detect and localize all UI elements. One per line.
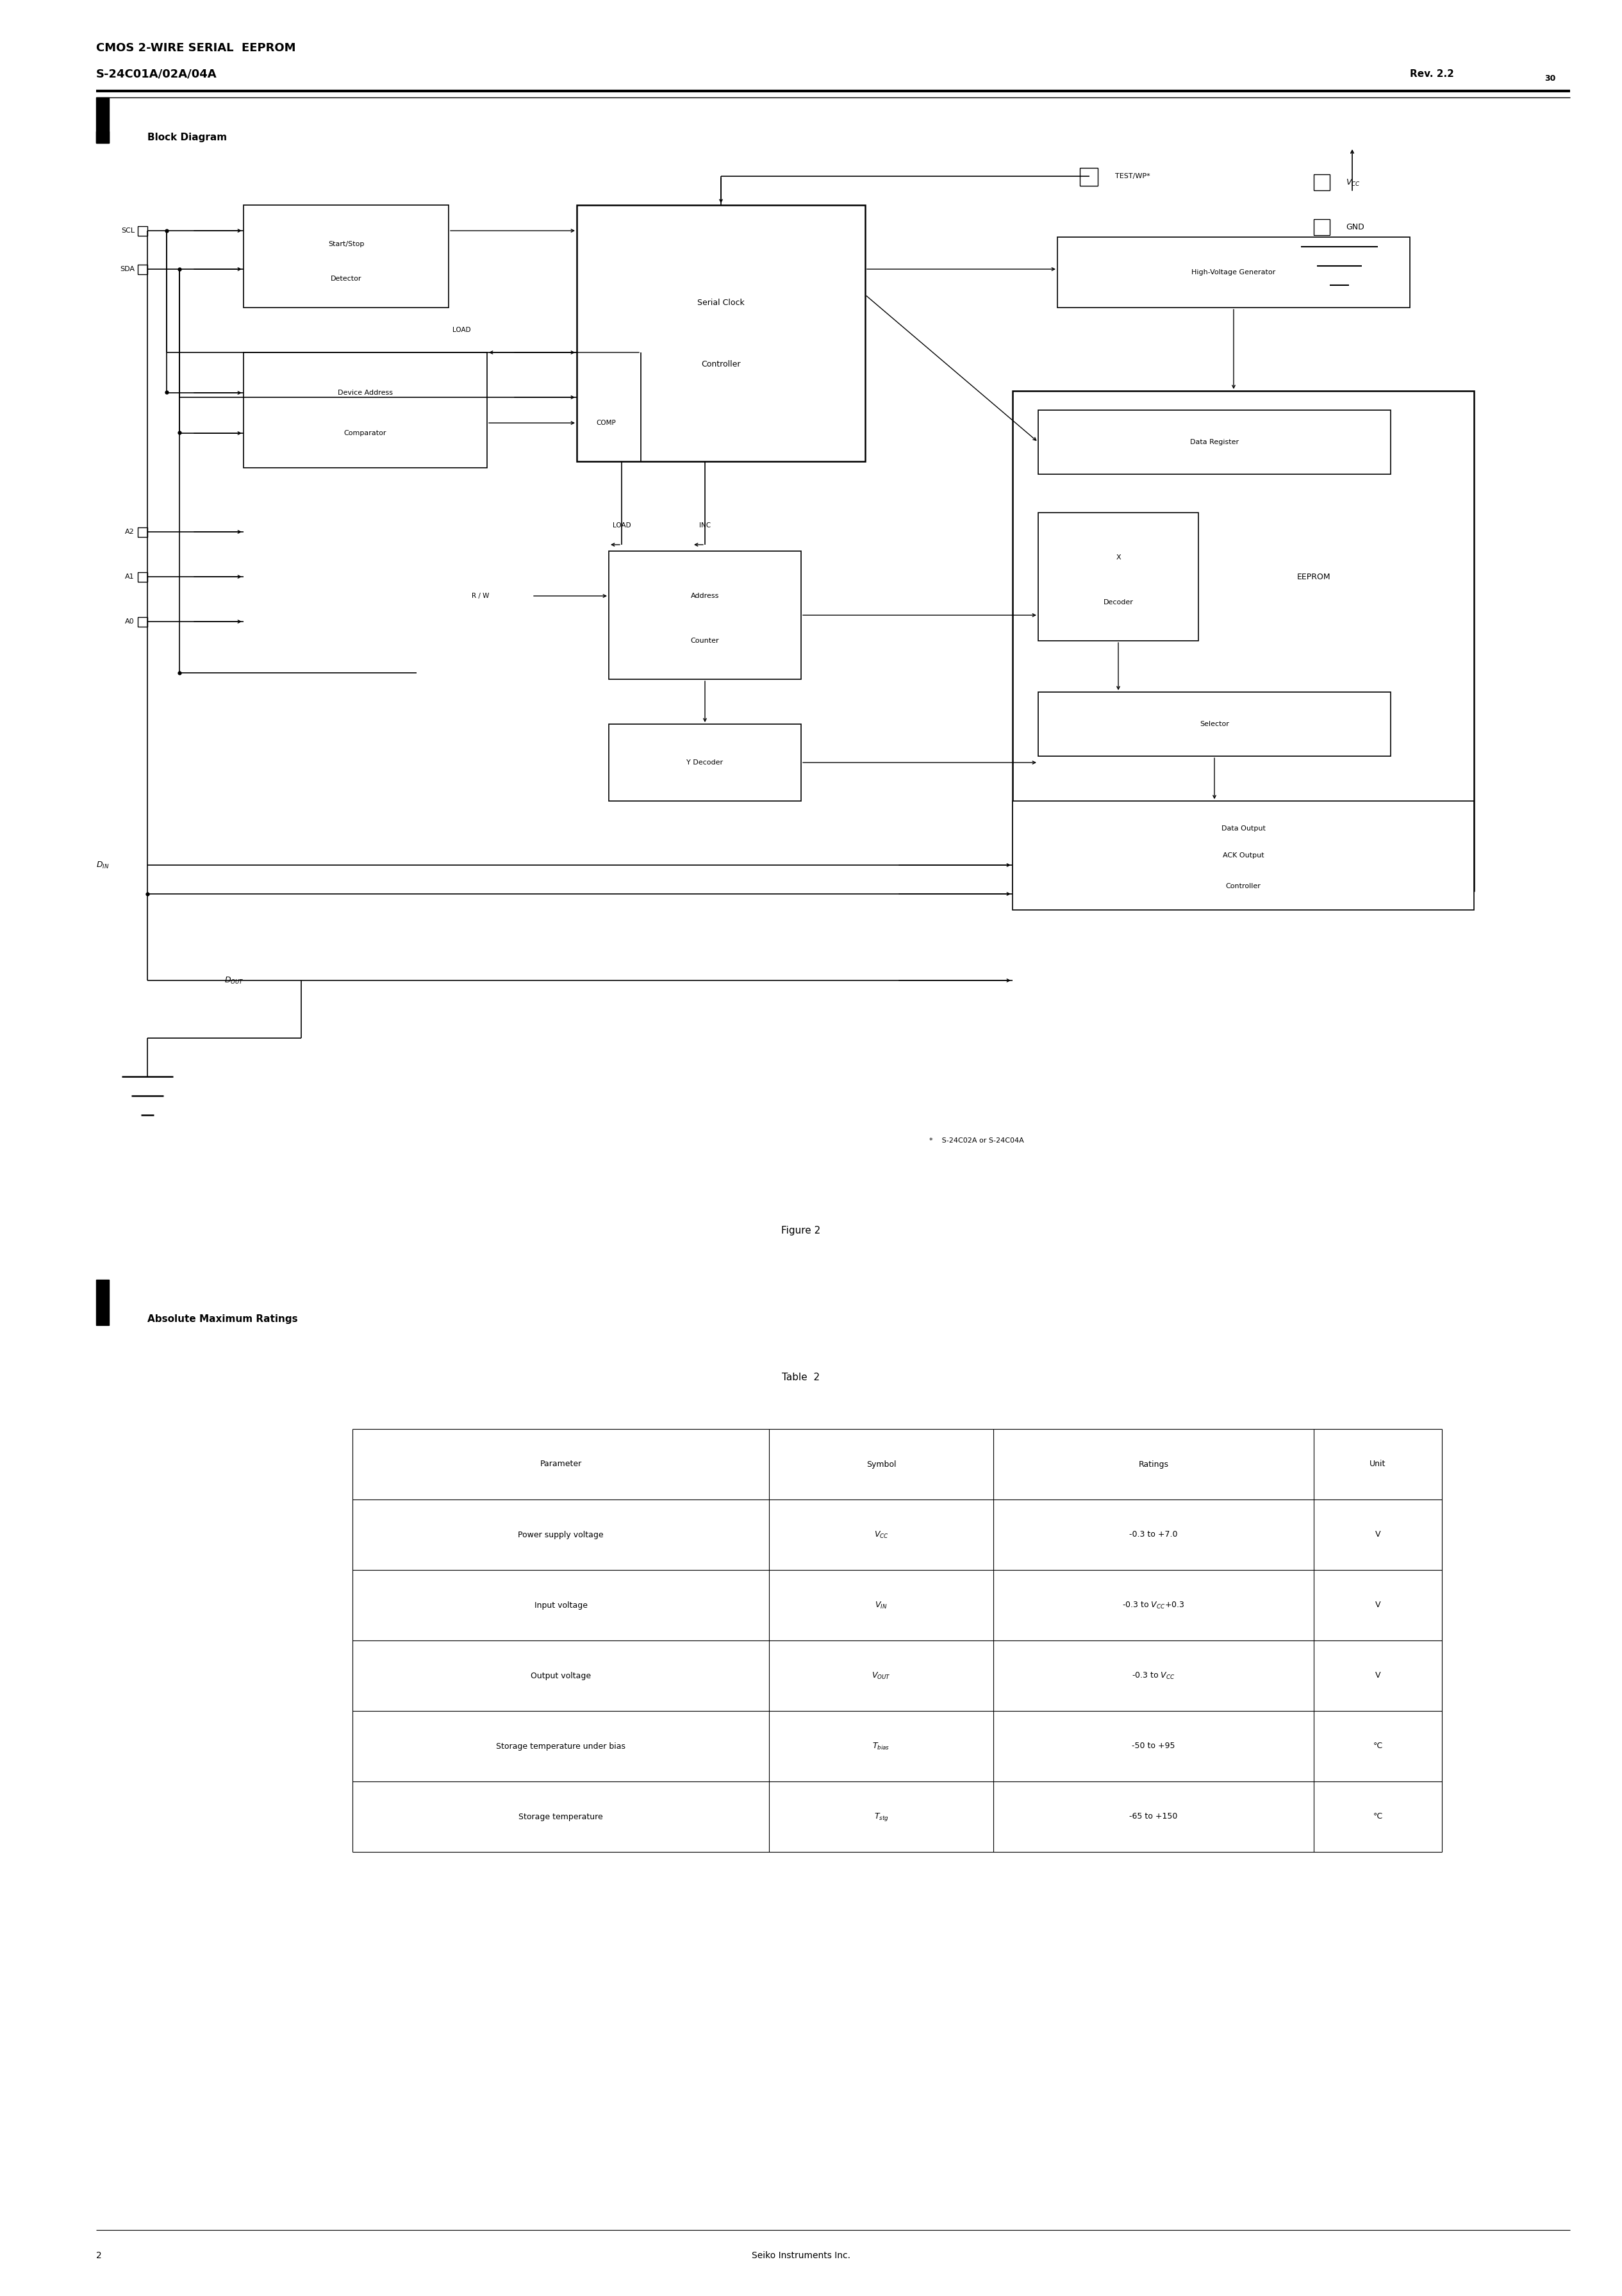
Text: Power supply voltage: Power supply voltage — [517, 1531, 603, 1538]
Text: Unit: Unit — [1369, 1460, 1385, 1469]
Text: COMP: COMP — [595, 420, 616, 427]
Text: Controller: Controller — [701, 360, 741, 367]
Text: Storage temperature under bias: Storage temperature under bias — [496, 1743, 626, 1750]
Bar — [577, 204, 865, 461]
Bar — [138, 264, 148, 273]
Text: Start/Stop: Start/Stop — [328, 241, 363, 248]
Text: V: V — [1375, 1531, 1380, 1538]
Text: V: V — [1375, 1600, 1380, 1609]
Bar — [138, 618, 148, 627]
Text: °C: °C — [1372, 1812, 1382, 1821]
Text: Absolute Maximum Ratings: Absolute Maximum Ratings — [148, 1316, 298, 1325]
Text: Parameter: Parameter — [540, 1460, 582, 1469]
Text: LOAD: LOAD — [613, 521, 631, 528]
Text: SDA: SDA — [120, 266, 135, 273]
Text: S-24C01A/02A/04A: S-24C01A/02A/04A — [96, 69, 217, 80]
Text: Table  2: Table 2 — [782, 1373, 821, 1382]
Text: Figure 2: Figure 2 — [782, 1226, 821, 1235]
Bar — [1038, 411, 1390, 475]
Text: Counter: Counter — [691, 638, 719, 643]
Text: Decoder: Decoder — [1103, 599, 1134, 606]
Text: Data Output: Data Output — [1221, 824, 1265, 831]
Text: Controller: Controller — [1226, 882, 1260, 889]
Text: INC: INC — [699, 521, 710, 528]
Bar — [96, 131, 109, 142]
Text: $V_{OUT}$: $V_{OUT}$ — [871, 1671, 890, 1681]
Bar — [138, 528, 148, 537]
Text: °C: °C — [1372, 1743, 1382, 1750]
Text: -65 to +150: -65 to +150 — [1129, 1812, 1178, 1821]
Text: CMOS 2-WIRE SERIAL  EEPROM: CMOS 2-WIRE SERIAL EEPROM — [96, 41, 295, 53]
Text: Ratings: Ratings — [1139, 1460, 1168, 1469]
Text: *    S-24C02A or S-24C04A: * S-24C02A or S-24C04A — [929, 1137, 1023, 1143]
Text: 30: 30 — [1544, 73, 1555, 83]
Text: V: V — [1375, 1671, 1380, 1681]
Text: LOAD: LOAD — [453, 326, 470, 333]
Text: A2: A2 — [125, 528, 135, 535]
FancyBboxPatch shape — [96, 1279, 109, 1325]
Text: SCL: SCL — [122, 227, 135, 234]
Text: GND: GND — [1346, 223, 1364, 232]
Bar — [138, 572, 148, 581]
Text: $D_{IN}$: $D_{IN}$ — [96, 861, 109, 870]
Bar — [243, 204, 449, 308]
Text: R / W: R / W — [472, 592, 490, 599]
Text: Comparator: Comparator — [344, 429, 386, 436]
Text: Storage temperature: Storage temperature — [519, 1812, 603, 1821]
Text: $V_{CC}$: $V_{CC}$ — [874, 1529, 889, 1541]
Text: X: X — [1116, 553, 1121, 560]
Bar — [1314, 174, 1330, 191]
Text: ACK Output: ACK Output — [1223, 852, 1264, 859]
Text: TEST/WP*: TEST/WP* — [1114, 172, 1150, 179]
Text: $V_{IN}$: $V_{IN}$ — [874, 1600, 887, 1609]
Text: Symbol: Symbol — [866, 1460, 895, 1469]
Text: Data Register: Data Register — [1191, 439, 1239, 445]
Text: Device Address: Device Address — [337, 390, 393, 395]
Text: A0: A0 — [125, 618, 135, 625]
Text: Rev. 2.2: Rev. 2.2 — [1410, 69, 1453, 78]
Text: Block Diagram: Block Diagram — [148, 133, 227, 142]
Bar — [1012, 390, 1474, 891]
Text: $V_{CC}$: $V_{CC}$ — [1346, 177, 1361, 188]
Text: Seiko Instruments Inc.: Seiko Instruments Inc. — [751, 2250, 850, 2259]
Text: High-Voltage Generator: High-Voltage Generator — [1192, 269, 1275, 276]
Text: $D_{OUT}$: $D_{OUT}$ — [224, 976, 243, 985]
Bar — [1038, 691, 1390, 755]
Bar — [1058, 236, 1410, 308]
Text: Input voltage: Input voltage — [534, 1600, 587, 1609]
Text: Y Decoder: Y Decoder — [686, 760, 723, 767]
Text: EEPROM: EEPROM — [1298, 572, 1330, 581]
Text: Address: Address — [691, 592, 719, 599]
Text: -0.3 to +7.0: -0.3 to +7.0 — [1129, 1531, 1178, 1538]
Bar — [1314, 218, 1330, 234]
Bar — [608, 551, 801, 680]
Text: -50 to +95: -50 to +95 — [1132, 1743, 1176, 1750]
Bar — [243, 354, 487, 468]
Text: Selector: Selector — [1200, 721, 1229, 728]
Text: -0.3 to $V_{CC}$+0.3: -0.3 to $V_{CC}$+0.3 — [1122, 1600, 1184, 1609]
Text: $T_{bias}$: $T_{bias}$ — [873, 1740, 890, 1752]
Text: -0.3 to $V_{CC}$: -0.3 to $V_{CC}$ — [1132, 1671, 1176, 1681]
Bar — [1080, 168, 1098, 186]
Text: Detector: Detector — [331, 276, 362, 282]
Text: 2: 2 — [96, 2250, 102, 2259]
Bar — [138, 225, 148, 236]
Text: Serial Clock: Serial Clock — [697, 298, 744, 308]
Bar — [1012, 801, 1474, 909]
Bar — [608, 723, 801, 801]
FancyBboxPatch shape — [96, 96, 109, 142]
Text: $T_{stg}$: $T_{stg}$ — [874, 1812, 889, 1823]
Text: A1: A1 — [125, 574, 135, 581]
Text: Output voltage: Output voltage — [530, 1671, 590, 1681]
Bar — [1038, 512, 1199, 641]
